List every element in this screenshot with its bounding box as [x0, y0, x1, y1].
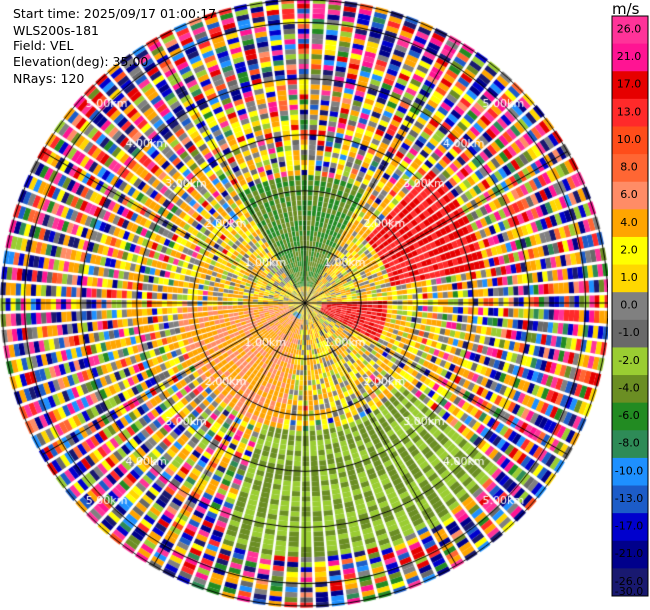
colorbar-unit: m/s — [612, 0, 640, 18]
colorbar-tick-label: 13.0 — [617, 105, 642, 118]
nrays-label: NRays: 120 — [13, 71, 85, 86]
colorbar-swatch — [612, 71, 648, 100]
colorbar-tick-label: -4.0 — [618, 381, 639, 394]
start-time-label: Start time: 2025/09/17 01:00:17 — [13, 6, 217, 21]
colorbar-tick-label: 4.0 — [620, 216, 638, 229]
colorbar-tick-label: 1.0 — [620, 271, 638, 284]
colorbar-swatch — [612, 457, 648, 487]
instrument-label: WLS200s-181 — [13, 23, 99, 38]
colorbar-swatch — [612, 430, 648, 459]
colorbar-tick-label: -10.0 — [615, 464, 643, 477]
colorbar-tick-label: -26.0 — [615, 575, 643, 588]
colorbar-swatch — [612, 43, 648, 72]
colorbar-swatch — [612, 16, 648, 45]
colorbar-tick-label: 6.0 — [620, 188, 638, 201]
colorbar-tick-label: 17.0 — [617, 78, 642, 91]
colorbar-tick-label: -2.0 — [618, 354, 639, 367]
field-label: Field: VEL — [13, 38, 74, 53]
colorbar-swatch — [612, 236, 648, 266]
colorbar-swatch — [612, 402, 648, 431]
colorbar-swatch — [612, 126, 648, 155]
colorbar-swatch — [612, 209, 648, 238]
colorbar-border — [611, 15, 649, 597]
colorbar-swatch — [612, 568, 648, 597]
colorbar-tick-label: -8.0 — [618, 437, 639, 450]
colorbar-tick-label: -30.0 — [615, 585, 643, 598]
colorbar-swatch — [612, 540, 648, 569]
ppi-plot — [0, 0, 608, 610]
colorbar-tick-label: 8.0 — [620, 161, 638, 174]
colorbar-tick-label: -1.0 — [618, 326, 639, 339]
colorbar-swatch — [612, 292, 648, 321]
colorbar-swatch — [612, 98, 648, 127]
colorbar-swatch — [612, 154, 648, 183]
elevation-label: Elevation(deg): 35.00 — [13, 54, 149, 69]
colorbar-tick-label: 0.0 — [620, 299, 638, 312]
colorbar-tick-label: -17.0 — [615, 520, 643, 533]
colorbar-swatch — [612, 319, 648, 348]
colorbar-tick-label: 21.0 — [617, 50, 642, 63]
colorbar-swatch — [612, 347, 648, 376]
colorbar-tick-label: 26.0 — [617, 22, 642, 35]
colorbar-tick-label: -6.0 — [618, 409, 639, 422]
colorbar-tick-label: -13.0 — [615, 492, 643, 505]
colorbar-swatch — [612, 181, 648, 210]
colorbar-tick-label: 2.0 — [620, 243, 638, 256]
colorbar-tick-label: 10.0 — [617, 133, 642, 146]
colorbar-tick-label: -21.0 — [615, 547, 643, 560]
colorbar-swatch — [612, 513, 648, 542]
colorbar-swatch — [612, 264, 648, 293]
colorbar-swatch — [612, 375, 648, 404]
colorbar-swatch — [612, 485, 648, 514]
